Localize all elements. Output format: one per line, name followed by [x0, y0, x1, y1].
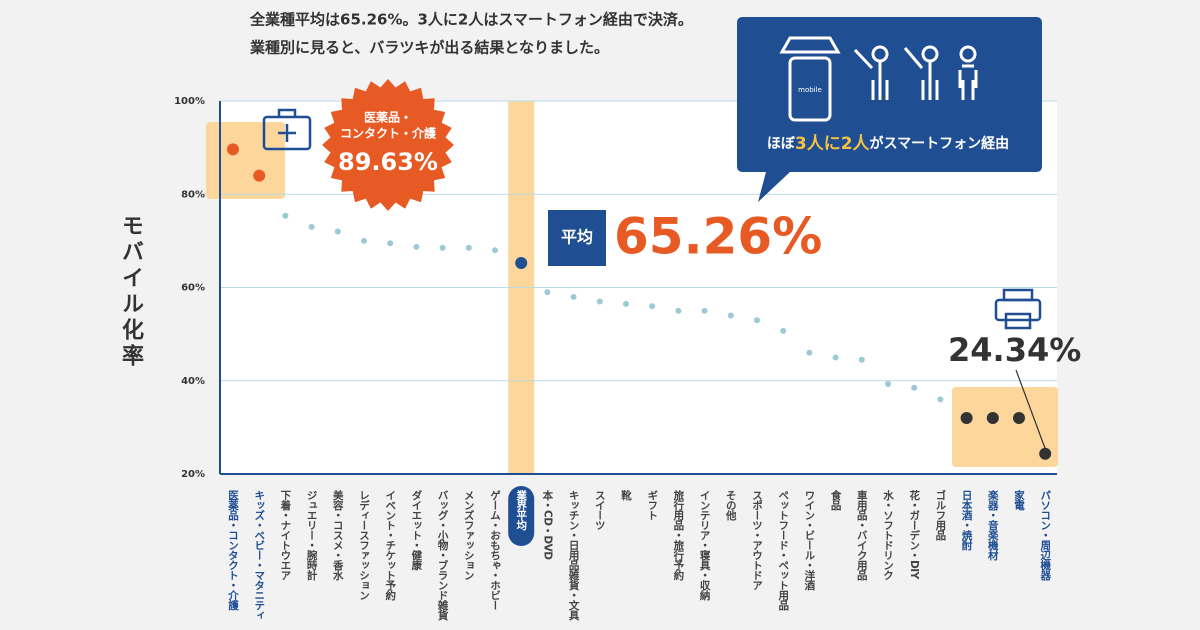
callout-part: ほぼ [767, 136, 796, 152]
x-tick-label: その他 [725, 490, 737, 521]
x-tick-label: 旅行用品・旅行予約 [672, 489, 684, 581]
data-point [727, 312, 734, 319]
data-point [858, 356, 865, 363]
x-tick-label: インテリア・寝具・収納 [699, 490, 711, 601]
callout-part: がスマートフォン経由 [870, 135, 1010, 152]
x-tick-label: ジュエリー・腕時計 [306, 490, 318, 581]
y-axis-label: モバイル化率 [118, 214, 144, 370]
medical-icon [262, 108, 312, 151]
data-point [937, 396, 944, 403]
x-tick-label: イベント・チケット予約 [384, 490, 396, 601]
data-point [334, 228, 341, 235]
data-point [282, 212, 289, 219]
data-point [570, 293, 577, 300]
x-tick-label: 業界平均 [515, 489, 527, 531]
data-point [227, 143, 239, 156]
data-point [675, 307, 682, 314]
value-label: 65.26% [614, 208, 822, 266]
x-tick-label: 美容・コスメ・香水 [332, 489, 344, 581]
x-tick-label: 下着・ナイトウエア [279, 490, 291, 580]
y-tick-label: 100% [174, 96, 205, 107]
data-point [492, 247, 498, 254]
x-tick-label: レディースファッション [358, 490, 370, 600]
x-tick-label: 車用品・バイク用品 [856, 489, 868, 581]
x-tick-label: 楽器・音楽機材 [987, 489, 999, 561]
data-point [253, 169, 266, 182]
x-tick-label: キッチン・日用品雑貨・文具 [568, 490, 580, 621]
y-tick-label: 80% [181, 189, 205, 200]
x-tick-label: スイーツ [594, 490, 606, 530]
data-point [439, 244, 446, 251]
x-tick-label: メンズファッション [463, 490, 475, 580]
callout-box [737, 17, 1042, 202]
callout-part: 3人に2人 [795, 134, 871, 154]
average-pill [508, 486, 535, 546]
data-point [780, 327, 787, 334]
plot: 20%40%60%80%100%医薬品・コンタクト・介護 キッズ・ベビー・マタニテ… [174, 79, 1081, 621]
title-line: 全業種平均は65.26%。3人に2人はスマートフォン経由で決済。 [249, 11, 693, 29]
data-point [832, 354, 839, 361]
x-tick-label: ダイエット・健康 [410, 489, 422, 571]
x-tick-label: ギフト [646, 489, 658, 520]
icon-label: mobile [798, 86, 822, 94]
data-point [986, 412, 999, 425]
x-tick-label: ペットフード・ペット用品 [777, 490, 789, 611]
badge-line: 医薬品・ [364, 110, 412, 125]
data-point [1013, 412, 1025, 425]
x-tick-label: 医薬品・コンタクト・介護 [227, 490, 239, 611]
average-tag-box [548, 210, 606, 266]
data-point [387, 240, 394, 247]
data-point [960, 412, 973, 425]
highlight-band [952, 387, 1058, 467]
x-tick-label: ゴルフ用品 [934, 489, 946, 541]
data-point [465, 244, 472, 251]
data-point [754, 317, 760, 324]
data-point [544, 289, 551, 296]
x-tick-label: 水・ソフトドリンク [882, 489, 894, 580]
data-point [596, 298, 603, 305]
y-tick-label: 20% [181, 469, 205, 480]
title-line: 業種別に見ると、バラツキが出る結果となりました。 [249, 39, 609, 57]
y-tick-label: 60% [181, 283, 205, 294]
data-point [361, 237, 367, 244]
callout: mobile ほぼ3人に2人がスマートフォン経由 [737, 17, 1042, 202]
x-tick-label: 花・ガーデン・DIY [908, 489, 920, 579]
value-label: 24.34% [948, 331, 1081, 369]
data-point [649, 303, 656, 310]
x-tick-label: 日本酒・焼酎 [961, 490, 973, 551]
x-tick-label: 食品 [830, 489, 842, 511]
data-point [623, 300, 629, 307]
data-point [515, 256, 528, 269]
x-tick-label: 本・CD・DVD [541, 489, 553, 560]
data-point [308, 223, 315, 230]
data-point [701, 307, 708, 314]
value-label: 89.63% [338, 148, 438, 176]
y-tick-label: 40% [181, 376, 205, 387]
data-point [1039, 447, 1052, 460]
leader-line [1015, 369, 1046, 449]
data-point [885, 381, 891, 388]
x-tick-label: 靴 [620, 489, 632, 501]
printer-icon [994, 288, 1042, 330]
x-tick-label: バッグ・小物・ブランド雑貨 [437, 490, 449, 621]
badge-line: コンタクト・介護 [340, 126, 437, 141]
highlight-band [206, 122, 285, 199]
data-point [911, 384, 918, 391]
x-tick-label: ゲーム・おもちゃ・ホビー [489, 489, 501, 610]
data-point [413, 243, 420, 250]
x-tick-label: パソコン・周辺機器 [1039, 490, 1051, 581]
callout-text: ほぼ3人に2人がスマートフォン経由 [767, 134, 1009, 154]
x-tick-label: キッズ・ベビー・マタニティ [253, 490, 265, 620]
average-tag: 平均 [561, 228, 593, 247]
x-tick-label: スポーツ・アウトドア [751, 490, 763, 590]
x-tick-label: 家電 [1013, 489, 1025, 511]
callout-icons [779, 36, 978, 122]
data-point [806, 349, 813, 356]
x-tick-label: ワイン・ビール・洋酒 [803, 490, 815, 591]
badge [322, 79, 454, 211]
